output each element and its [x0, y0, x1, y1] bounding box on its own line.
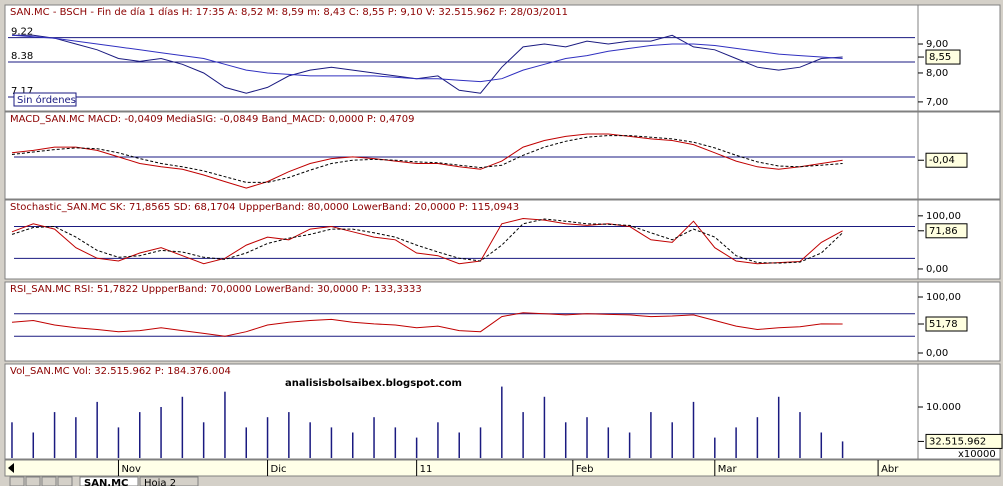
y-tick-label: 100,00 [926, 292, 961, 303]
current-value-box [925, 433, 1003, 449]
current-value-label: -0,04 [929, 155, 955, 166]
series-line [12, 34, 843, 94]
x-tick-label: 11 [420, 464, 433, 475]
price-level-label: 9.22 [11, 27, 33, 38]
x-axis-area [4, 459, 1001, 477]
watermark: analisisbolsaibex.blogspot.com [285, 378, 462, 389]
current-value-box [925, 152, 968, 168]
y-tick-label: 100,00 [926, 211, 961, 222]
unit-label: x10000 [958, 449, 996, 460]
y-tick-label: 9,00 [926, 39, 948, 50]
sheet-tab-shape[interactable] [139, 476, 199, 486]
current-value-box [925, 316, 968, 332]
panel-header: RSI_SAN.MC RSI: 51,7822 UppperBand: 70,0… [10, 284, 422, 295]
panel-frame [4, 199, 1001, 280]
x-tick-label: Nov [121, 464, 141, 475]
current-value-label: 8,55 [929, 52, 951, 63]
x-tick-label: Abr [881, 464, 899, 475]
price-level-label: 8.38 [11, 51, 33, 62]
series-line [11, 133, 843, 189]
sheet-tab-shape[interactable] [79, 476, 139, 486]
current-value-label: 51,78 [929, 319, 958, 330]
current-value-label: 71,86 [929, 226, 958, 237]
current-value-label: 32.515.962 [929, 436, 986, 447]
tab-nav-button[interactable] [9, 476, 25, 486]
tab-bar [0, 476, 1003, 486]
current-value-box [925, 223, 968, 239]
panel-frame [4, 281, 1001, 362]
panel-frame [4, 111, 1001, 200]
current-value-box [925, 49, 961, 65]
series-line [11, 135, 843, 183]
series-line [11, 312, 843, 337]
sheet-tab-label[interactable]: Hoja 2 [144, 478, 176, 486]
y-tick-label: 10.000 [926, 402, 961, 413]
panel-header: SAN.MC - BSCH - Fin de día 1 días H: 17:… [10, 6, 568, 18]
status-label: Sin órdenes [17, 94, 76, 106]
panel-frame [4, 4, 1001, 112]
panel-header: Stochastic_SAN.MC SK: 71,8565 SD: 68,170… [10, 202, 519, 213]
x-tick-label: Feb [576, 464, 594, 475]
x-tick-label: Mar [718, 464, 738, 475]
sheet-tab-label[interactable]: SAN.MC [84, 478, 128, 486]
series-line [11, 218, 843, 264]
sheet-tab[interactable]: SAN.MC [79, 476, 139, 486]
tab-nav-button[interactable] [57, 476, 73, 486]
y-tick-label: 8,00 [926, 68, 948, 79]
panel-header: Vol_SAN.MC Vol: 32.515.962 P: 184.376.00… [10, 366, 231, 377]
y-tick-label: 0,00 [926, 264, 948, 275]
y-tick-label: 0,00 [926, 348, 948, 359]
tab-nav-button[interactable] [41, 476, 57, 486]
scroll-left[interactable] [8, 463, 14, 473]
y-tick-label: 7,00 [926, 97, 948, 108]
sheet-tab[interactable]: Hoja 2 [139, 476, 199, 486]
x-tick-label: Dic [271, 464, 287, 475]
series-line [11, 217, 843, 265]
price-level-label: 7.17 [11, 86, 33, 97]
status-box [13, 92, 77, 107]
series-line [11, 34, 843, 83]
tab-nav-button[interactable] [25, 476, 41, 486]
panel-header: MACD_SAN.MC MACD: -0,0409 MediaSIG: -0,0… [10, 114, 414, 125]
